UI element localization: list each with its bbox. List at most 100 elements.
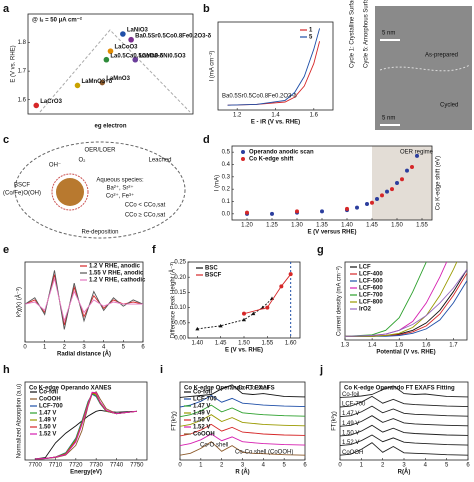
line	[340, 405, 468, 418]
y-tick-label: 0.5	[222, 150, 231, 156]
x-tick-label: 1.20	[241, 223, 253, 229]
marker	[245, 210, 249, 215]
legend-label: LCF-600	[359, 286, 383, 292]
y-axis-label: E (V vs. RHE)	[11, 45, 17, 82]
particle	[56, 178, 84, 206]
legend-label: 1.49 V	[342, 421, 359, 427]
line	[180, 404, 305, 418]
plot-area	[33, 31, 139, 109]
marker	[380, 193, 384, 198]
x-tick-label: 1.50	[391, 223, 403, 229]
y-tick-label: 1.8	[18, 40, 27, 46]
x-tick-label: 1.7	[449, 343, 458, 349]
panel: i Co K-edge Operando FT EXAFS 0 1 2 3 4 5 6 R (Å)…	[160, 364, 307, 476]
marker	[365, 201, 369, 206]
legend-label: 1.2 V RHE, cathodic	[89, 278, 146, 284]
line	[340, 415, 468, 427]
marker	[395, 181, 399, 185]
point-label: LaCoO3	[115, 45, 139, 51]
line	[180, 433, 305, 447]
plot-frame	[27, 13, 194, 115]
panel-letter: c	[3, 134, 9, 146]
marker	[320, 209, 324, 214]
y-axis-label: I (mA)	[215, 175, 221, 191]
x-tick-label: 1.6	[422, 343, 431, 349]
x-tick-label: 1.5	[395, 343, 404, 349]
x-tick-label: 4	[262, 463, 266, 469]
panel: b 1.2 1.4 1.6 E - iR (V vs. RHE) I (mA cm⁻²) 1…	[203, 0, 458, 126]
x-tick-label: 1.35	[316, 223, 328, 229]
plot-area	[340, 385, 468, 456]
y-tick-label: 0.3	[222, 174, 231, 180]
marker	[400, 177, 404, 182]
marker	[375, 197, 379, 202]
legend-label: CoOOH	[342, 450, 363, 456]
marker	[128, 36, 134, 43]
diagram-text: Re-deposition	[81, 230, 118, 236]
x-tick-label: 5	[282, 463, 286, 469]
y-tick-label: 1.7	[18, 69, 27, 75]
x-tick-label: 1.45	[366, 223, 378, 229]
x-tick-label: 1.40	[341, 223, 353, 229]
legend-label: 1.52 V	[193, 425, 210, 431]
panel-title: @ iₛ = 50 μA cm⁻²	[32, 17, 82, 24]
x-tick-label: 1.30	[291, 223, 303, 229]
legend-label: LCF-500	[359, 279, 383, 285]
panel-title: Co K-edge Operando FT EXAFS Fitting	[344, 386, 455, 392]
legend-swatch	[241, 157, 245, 161]
marker	[295, 209, 299, 214]
y-axis-label: k³χ(k) (Å⁻³)	[16, 287, 23, 317]
legend-label: BSC	[205, 266, 218, 272]
line	[25, 270, 143, 330]
plot-frame	[344, 261, 468, 341]
marker	[345, 206, 349, 211]
legend-label: 1.55 V RHE, anodic	[89, 271, 144, 277]
diagram-text: (Co/Fe)O(OH)	[3, 191, 41, 197]
x-axis-label: eg electron	[94, 124, 126, 130]
marker	[410, 164, 414, 169]
marker	[405, 168, 409, 173]
panel-letter: f	[152, 244, 156, 256]
point-label: LaMn0.5Ni0.5O3	[139, 53, 186, 59]
legend-label: 1	[309, 28, 313, 34]
panel-title: Co K-edge Operando FT EXAFS	[184, 386, 275, 392]
marker	[355, 205, 359, 210]
legend-label: LCF-700	[193, 397, 217, 403]
point-label: La0.5Ca0.5CoO3-δ	[110, 53, 163, 59]
line	[25, 277, 143, 323]
legend-label: LCF-400	[359, 272, 383, 278]
line	[345, 262, 458, 337]
diagram-text: BSCF	[14, 183, 30, 189]
x-tick-label: 1.55	[261, 341, 273, 347]
shaded-region	[372, 146, 432, 220]
line	[345, 262, 427, 337]
x-tick-label: 7740	[110, 463, 124, 469]
y-tick-label: 0.0	[222, 211, 231, 217]
y-axis-label: Normalized Absorption (a.u)	[17, 384, 23, 458]
legend-label: 1.47 V	[193, 404, 210, 410]
x-axis-label: R (Å)	[235, 469, 249, 476]
legend-label: LCF-700	[39, 404, 63, 410]
marker	[195, 326, 200, 331]
marker	[265, 305, 270, 310]
panel: e 0 1 2 3 4 5 6 Radial distance (Å) k³χ(k) (Å⁻³) 1…	[3, 244, 146, 358]
x-tick-label: 7710	[49, 463, 63, 469]
x-tick-label: 1	[43, 345, 47, 351]
diagram-text: CCo ≥ CCo,sat	[125, 213, 166, 219]
diagram-text: Ba²⁺, Sr²⁺	[106, 185, 133, 192]
marker	[288, 272, 293, 277]
line	[180, 423, 305, 437]
legend-label: Co-foil	[342, 392, 359, 398]
plot-area	[227, 28, 321, 106]
cycle-ring	[14, 141, 186, 239]
x-tick-label: 6	[466, 463, 470, 469]
x-tick-label: 1	[360, 463, 364, 469]
plot-area	[345, 262, 467, 337]
plot-area	[245, 153, 419, 216]
legend-label: 1.50 V	[39, 425, 56, 431]
x-tick-label: 0	[178, 463, 182, 469]
y-tick-label: 0.2	[222, 187, 231, 193]
panel: d 1.20 1.25 1.30 1.35 1.40 1.45 1.50 1.55 0.0 0.1 0…	[203, 134, 442, 236]
x-tick-label: 3	[241, 463, 245, 469]
